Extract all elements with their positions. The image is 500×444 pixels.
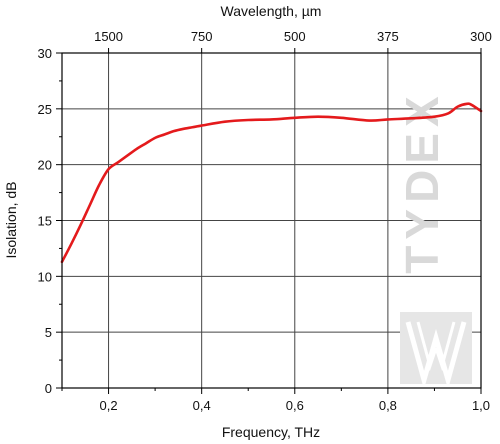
y-tick-label-1: 5 (45, 325, 52, 340)
watermark-logo (400, 312, 472, 390)
x2-tick-label-3: 375 (377, 29, 399, 44)
x-tick-label-0: 0,2 (100, 398, 118, 413)
y-tick-label-5: 25 (38, 102, 52, 117)
y-tick-label-3: 15 (38, 214, 52, 229)
x2-axis-title: Wavelength, µm (221, 3, 322, 19)
x-tick-label-3: 0,8 (379, 398, 397, 413)
x-tick-label-4: 1,0 (472, 398, 490, 413)
tydex-watermark: TYDEX (396, 90, 472, 390)
y-tick-label-0: 0 (45, 381, 52, 396)
x-tick-label-2: 0,6 (286, 398, 304, 413)
y-tick-label-4: 20 (38, 158, 52, 173)
x-tick-label-1: 0,4 (193, 398, 211, 413)
x2-tick-label-2: 500 (284, 29, 306, 44)
x2-tick-label-1: 750 (191, 29, 213, 44)
x2-tick-label-4: 300 (470, 29, 492, 44)
x2-tick-label-0: 1500 (94, 29, 123, 44)
watermark-text: TYDEX (396, 90, 448, 273)
y-tick-label-2: 10 (38, 269, 52, 284)
series-line-0 (60, 102, 483, 264)
y-tick-label-6: 30 (38, 46, 52, 61)
x-axis-title: Frequency, THz (222, 424, 320, 440)
series-layer (60, 102, 483, 264)
labels-layer: 0,2 0,4 0,6 0,8 1,0 1500 750 500 375 300 0 5 10 15 20 2… (38, 29, 492, 413)
axes-layer (56, 48, 482, 394)
y-axis-title: Isolation, dB (3, 181, 19, 258)
